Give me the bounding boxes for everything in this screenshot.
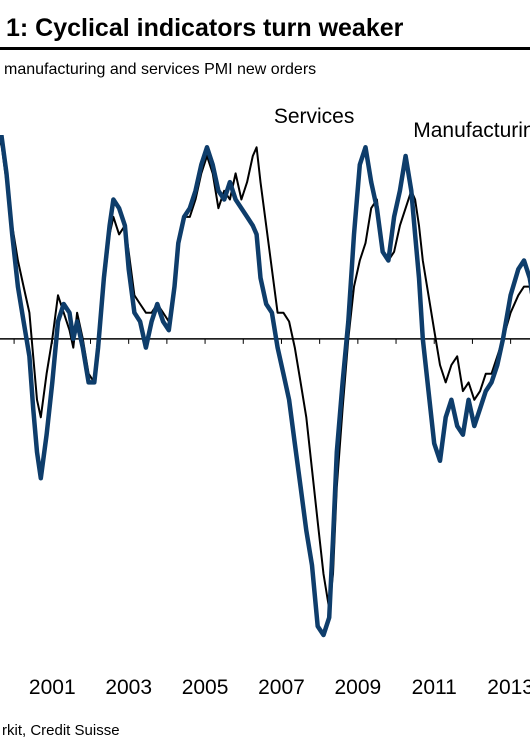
series-line-services [0, 137, 530, 610]
source-note: rkit, Credit Suisse [2, 722, 120, 739]
series-label-manufacturing: Manufacturing [413, 119, 530, 142]
series-line-manufacturing [0, 135, 530, 638]
title-rule [0, 47, 530, 50]
x-tick-label: 2005 [182, 676, 229, 699]
x-tick-label: 2009 [334, 676, 381, 699]
x-tick-label: 2011 [412, 676, 457, 699]
x-tick-label: 2013 [487, 676, 530, 699]
x-tick-label: 2001 [29, 676, 76, 699]
series-label-services: Services [274, 105, 355, 128]
chart-title: 1: Cyclical indicators turn weaker [6, 14, 404, 42]
x-tick-label: 2007 [258, 676, 305, 699]
x-tick-label: 2003 [105, 676, 152, 699]
chart-subtitle: manufacturing and services PMI new order… [4, 61, 317, 78]
